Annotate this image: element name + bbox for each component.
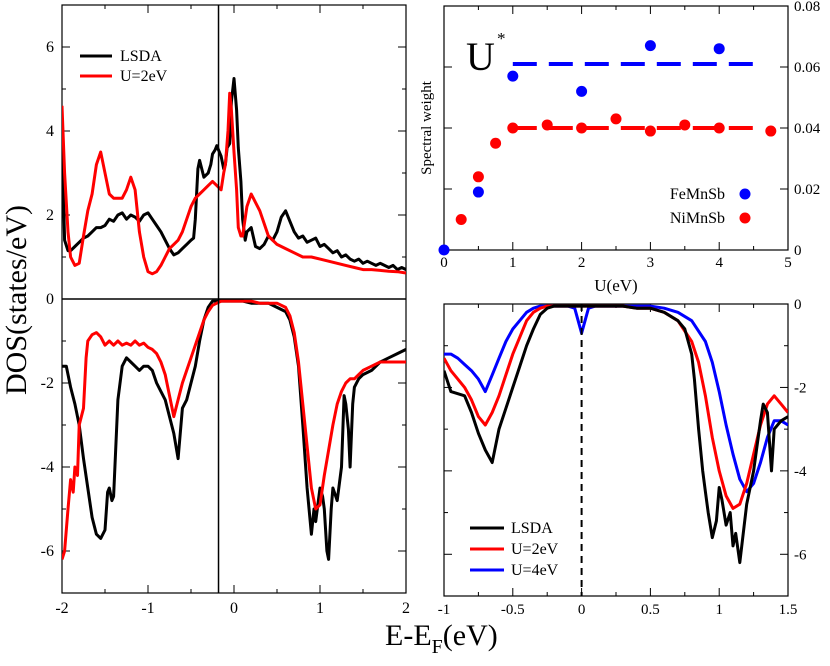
top-y-axis-label: Spectral weight xyxy=(419,80,435,175)
top-point-nimnsb xyxy=(472,171,484,183)
top-legend: FeMnSb NiMnSb xyxy=(670,186,751,227)
top-point-nimnsb xyxy=(455,214,467,225)
left-y-tick-label: 4 xyxy=(46,123,54,140)
bottom-x-tick-label: 1 xyxy=(715,602,723,618)
top-point-nimnsb xyxy=(713,122,725,134)
x-axis-label-tail: (eV) xyxy=(443,619,498,652)
top-point-femnsb xyxy=(713,43,725,55)
bottom-x-tick-label: 1.5 xyxy=(779,602,798,618)
top-point-femnsb xyxy=(576,85,588,97)
left-x-tick-label: -1 xyxy=(141,600,154,617)
top-x-axis-label: U(eV) xyxy=(594,276,637,295)
top-point-femnsb xyxy=(644,40,656,52)
top-point-nimnsb xyxy=(765,125,777,137)
left-series-u-2ev xyxy=(62,91,406,276)
bottom-y-tick-label: -4 xyxy=(794,464,807,480)
top-y-tick-label: 0.02 xyxy=(794,182,820,198)
left-legend-label-lsda: LSDA xyxy=(120,48,162,65)
top-y-tick-label: 0.04 xyxy=(794,121,821,137)
bottom-x-tick-label: -0.5 xyxy=(501,602,525,618)
bottom-series-lsda xyxy=(444,304,788,565)
left-y-tick-label: -4 xyxy=(41,459,54,476)
bottom-legend-label-u-2ev: U=2eV xyxy=(511,541,559,558)
top-ticks: 0 1 2 3 4 500.020.040.060.08 xyxy=(440,0,821,271)
left-x-tick-label: -2 xyxy=(55,600,68,617)
top-point-femnsb xyxy=(472,186,484,198)
bottom-legend: LSDA U=2eV U=4eV xyxy=(470,520,559,579)
top-point-femnsb xyxy=(438,244,450,256)
left-legend: LSDA U=2eV xyxy=(80,48,168,85)
left-ticks: -2 -1 0 1 2 -6 -4 -2 0 2 4 6 xyxy=(41,4,410,617)
left-x-tick-label: 0 xyxy=(230,600,238,617)
bottom-series-clipped xyxy=(444,304,788,565)
top-y-tick-label: 0.08 xyxy=(794,0,820,15)
left-series-clipped xyxy=(62,77,406,561)
u-star-superscript: * xyxy=(497,29,506,48)
top-point-nimnsb xyxy=(541,119,553,131)
top-x-tick-label: 1 xyxy=(509,255,517,271)
bottom-legend-label-lsda: LSDA xyxy=(511,520,553,537)
bottom-y-tick-label: -2 xyxy=(794,380,807,396)
bottom-x-tick-label: 0 xyxy=(578,602,586,618)
top-point-nimnsb xyxy=(507,122,519,134)
bottom-x-tick-label: -1 xyxy=(438,602,451,618)
bottom-ticks: -1 -0.5 0 0.5 1 1.5 -6 -4 -2 0 xyxy=(438,297,807,618)
top-point-nimnsb xyxy=(644,125,656,137)
top-legend-label-femnsb: FeMnSb xyxy=(670,186,725,203)
bottom-y-tick-label: -6 xyxy=(794,547,807,563)
top-legend-marker-nimnsb xyxy=(739,212,751,224)
bottom-y-tick-label: 0 xyxy=(794,297,802,313)
x-axis-label-subscript: F xyxy=(432,636,443,658)
top-point-nimnsb xyxy=(490,137,502,149)
y-axis-label: DOS(states/eV) xyxy=(0,205,33,395)
top-y-tick-label: 0.06 xyxy=(794,60,821,76)
left-dos-panel: -2 -1 0 1 2 -6 -4 -2 0 2 4 6 LSDA U=2eV xyxy=(41,4,410,617)
left-y-tick-label: 2 xyxy=(46,207,54,224)
top-point-femnsb xyxy=(507,70,519,82)
left-x-tick-label: 2 xyxy=(402,600,410,617)
left-y-tick-label: 0 xyxy=(46,291,54,308)
top-point-nimnsb xyxy=(610,113,622,125)
top-legend-marker-femnsb xyxy=(739,188,751,200)
bottom-legend-label-u-4ev: U=4eV xyxy=(511,562,559,579)
top-point-nimnsb xyxy=(679,119,691,131)
left-x-tick-label: 1 xyxy=(316,600,324,617)
u-star-label: U xyxy=(466,34,495,79)
bottom-dos-panel: -1 -0.5 0 0.5 1 1.5 -6 -4 -2 0 LSDA U=2eV U=4eV xyxy=(438,297,807,618)
x-axis-label: E-EF(eV) xyxy=(385,619,498,658)
top-x-tick-label: 2 xyxy=(578,255,586,271)
x-axis-label-main: E-E xyxy=(385,619,432,652)
left-y-tick-label: -2 xyxy=(41,375,54,392)
top-series xyxy=(438,40,777,256)
top-legend-label-nimnsb: NiMnSb xyxy=(670,210,725,227)
top-x-tick-label: 3 xyxy=(647,255,655,271)
bottom-series xyxy=(444,304,788,596)
left-y-tick-label: 6 xyxy=(46,39,54,56)
left-legend-label-u-2ev: U=2eV xyxy=(120,68,168,85)
top-x-tick-label: 4 xyxy=(715,255,723,271)
left-y-tick-label: -6 xyxy=(41,543,54,560)
top-point-nimnsb xyxy=(576,122,588,134)
bottom-x-tick-label: 0.5 xyxy=(641,602,660,618)
top-y-tick-label: 0 xyxy=(794,243,802,259)
top-x-tick-label: 5 xyxy=(784,255,792,271)
left-series xyxy=(62,5,406,593)
left-series-u-2ev-down xyxy=(62,299,406,560)
top-x-tick-label: 0 xyxy=(440,255,448,271)
